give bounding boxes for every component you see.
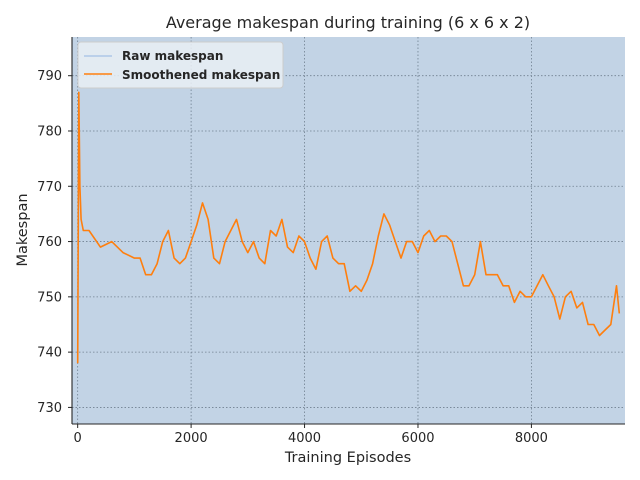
y-tick-label: 750 (37, 290, 62, 305)
legend: Raw makespan Smoothened makespan (77, 41, 284, 89)
y-tick-label: 790 (37, 69, 62, 84)
plot-background (72, 37, 625, 424)
x-tick-label: 0 (74, 431, 82, 446)
chart-title: Average makespan during training (6 x 6 … (166, 13, 530, 32)
legend-box (77, 41, 284, 89)
y-tick-label: 780 (37, 124, 62, 139)
y-tick-label: 730 (37, 401, 62, 416)
legend-raw-label: Raw makespan (122, 49, 223, 63)
y-tick-label: 740 (37, 346, 62, 361)
x-axis-label: Training Episodes (284, 450, 411, 466)
x-tick-label: 6000 (401, 431, 434, 446)
x-tick-label: 8000 (515, 431, 548, 446)
y-axis-label: Makespan (15, 193, 31, 266)
smoothened-makespan-line (76, 91, 621, 364)
x-ticks: 0 2000 4000 6000 8000 (74, 424, 548, 446)
grid (72, 37, 625, 424)
x-tick-label: 2000 (175, 431, 208, 446)
legend-smoothed-label: Smoothened makespan (122, 68, 280, 82)
y-ticks: 730 740 750 760 770 780 790 (37, 69, 72, 416)
y-tick-label: 760 (37, 235, 62, 250)
y-tick-label: 770 (37, 180, 62, 195)
series-layer (76, 91, 621, 364)
x-tick-label: 4000 (288, 431, 321, 446)
